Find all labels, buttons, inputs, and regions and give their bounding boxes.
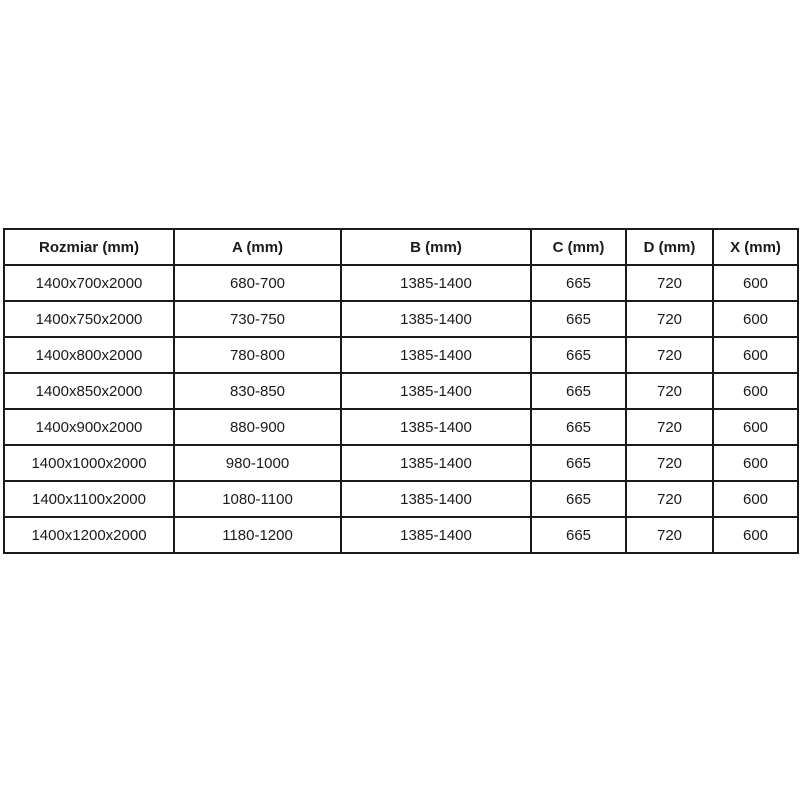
cell-b: 1385-1400: [340, 516, 532, 554]
cell-d: 720: [625, 372, 714, 410]
cell-d: 720: [625, 264, 714, 302]
table-row: 1400x850x2000 830-850 1385-1400 665 720 …: [3, 372, 799, 410]
cell-rozmiar: 1400x1000x2000: [3, 444, 175, 482]
table-row: 1400x700x2000 680-700 1385-1400 665 720 …: [3, 264, 799, 302]
cell-b: 1385-1400: [340, 264, 532, 302]
cell-rozmiar: 1400x1200x2000: [3, 516, 175, 554]
cell-d: 720: [625, 336, 714, 374]
cell-b: 1385-1400: [340, 300, 532, 338]
cell-c: 665: [530, 444, 627, 482]
cell-c: 665: [530, 408, 627, 446]
cell-x: 600: [712, 408, 799, 446]
table-row: 1400x1000x2000 980-1000 1385-1400 665 72…: [3, 444, 799, 482]
cell-x: 600: [712, 516, 799, 554]
cell-b: 1385-1400: [340, 372, 532, 410]
cell-x: 600: [712, 264, 799, 302]
cell-a: 1180-1200: [173, 516, 342, 554]
cell-b: 1385-1400: [340, 408, 532, 446]
cell-d: 720: [625, 480, 714, 518]
table-header-row: Rozmiar (mm) A (mm) B (mm) C (mm) D (mm)…: [3, 228, 799, 266]
cell-a: 780-800: [173, 336, 342, 374]
cell-a: 980-1000: [173, 444, 342, 482]
cell-rozmiar: 1400x800x2000: [3, 336, 175, 374]
cell-rozmiar: 1400x1100x2000: [3, 480, 175, 518]
cell-a: 1080-1100: [173, 480, 342, 518]
column-header-b: B (mm): [340, 228, 532, 266]
cell-c: 665: [530, 300, 627, 338]
table-row: 1400x750x2000 730-750 1385-1400 665 720 …: [3, 300, 799, 338]
cell-x: 600: [712, 300, 799, 338]
size-dimensions-table: Rozmiar (mm) A (mm) B (mm) C (mm) D (mm)…: [3, 228, 799, 554]
cell-d: 720: [625, 444, 714, 482]
cell-a: 730-750: [173, 300, 342, 338]
cell-x: 600: [712, 444, 799, 482]
column-header-x: X (mm): [712, 228, 799, 266]
cell-rozmiar: 1400x850x2000: [3, 372, 175, 410]
table-row: 1400x1200x2000 1180-1200 1385-1400 665 7…: [3, 516, 799, 554]
cell-c: 665: [530, 516, 627, 554]
cell-d: 720: [625, 300, 714, 338]
column-header-c: C (mm): [530, 228, 627, 266]
table-row: 1400x800x2000 780-800 1385-1400 665 720 …: [3, 336, 799, 374]
cell-c: 665: [530, 480, 627, 518]
cell-a: 830-850: [173, 372, 342, 410]
cell-d: 720: [625, 516, 714, 554]
column-header-rozmiar: Rozmiar (mm): [3, 228, 175, 266]
cell-d: 720: [625, 408, 714, 446]
cell-b: 1385-1400: [340, 444, 532, 482]
column-header-a: A (mm): [173, 228, 342, 266]
cell-x: 600: [712, 372, 799, 410]
cell-c: 665: [530, 336, 627, 374]
table-row: 1400x900x2000 880-900 1385-1400 665 720 …: [3, 408, 799, 446]
cell-rozmiar: 1400x900x2000: [3, 408, 175, 446]
cell-c: 665: [530, 372, 627, 410]
column-header-d: D (mm): [625, 228, 714, 266]
cell-c: 665: [530, 264, 627, 302]
cell-a: 680-700: [173, 264, 342, 302]
cell-x: 600: [712, 336, 799, 374]
cell-rozmiar: 1400x750x2000: [3, 300, 175, 338]
cell-a: 880-900: [173, 408, 342, 446]
cell-x: 600: [712, 480, 799, 518]
cell-rozmiar: 1400x700x2000: [3, 264, 175, 302]
cell-b: 1385-1400: [340, 480, 532, 518]
cell-b: 1385-1400: [340, 336, 532, 374]
table-row: 1400x1100x2000 1080-1100 1385-1400 665 7…: [3, 480, 799, 518]
